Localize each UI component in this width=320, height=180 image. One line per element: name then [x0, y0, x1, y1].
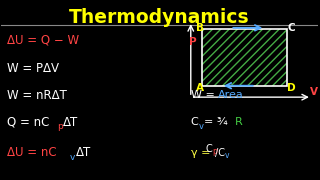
- Text: C: C: [206, 144, 213, 154]
- Text: Q = nC: Q = nC: [7, 116, 49, 129]
- Text: ΔT: ΔT: [76, 146, 91, 159]
- Text: A: A: [196, 83, 204, 93]
- Text: W = nRΔT: W = nRΔT: [7, 89, 67, 102]
- Text: R: R: [235, 117, 243, 127]
- Text: ΔT: ΔT: [63, 116, 78, 129]
- Text: Area: Area: [218, 90, 244, 100]
- Text: C: C: [191, 117, 198, 127]
- Text: = ¾: = ¾: [204, 117, 231, 127]
- Text: v: v: [199, 122, 204, 131]
- Text: γ =: γ =: [191, 148, 214, 158]
- Text: v: v: [70, 153, 75, 162]
- Text: W = PΔV: W = PΔV: [7, 62, 59, 75]
- Text: V: V: [309, 87, 317, 97]
- Text: /C: /C: [215, 148, 225, 158]
- Text: ΔU = nC: ΔU = nC: [7, 146, 57, 159]
- Text: D: D: [287, 83, 296, 93]
- Text: C: C: [287, 23, 295, 33]
- Text: Thermodynamics: Thermodynamics: [69, 8, 249, 27]
- Text: ΔU = Q − W: ΔU = Q − W: [7, 33, 79, 46]
- Bar: [202, 29, 287, 86]
- Bar: [202, 29, 287, 86]
- Text: p: p: [57, 122, 63, 131]
- Text: P: P: [189, 37, 197, 47]
- Text: W =: W =: [191, 90, 218, 100]
- Text: p: p: [213, 147, 218, 156]
- Text: v: v: [224, 151, 229, 160]
- Text: B: B: [196, 23, 204, 33]
